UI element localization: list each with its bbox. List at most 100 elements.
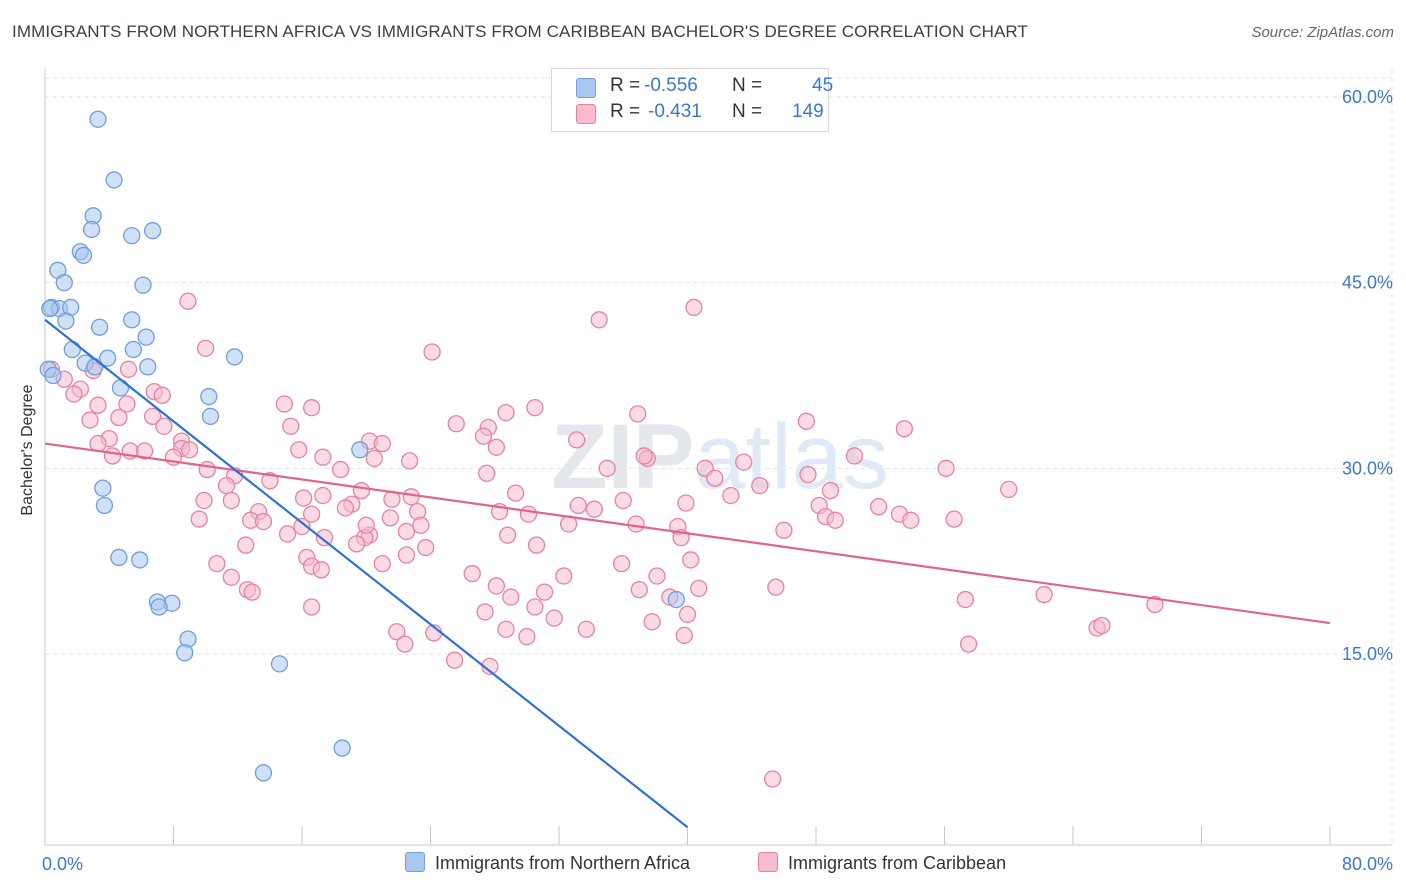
caribbean-point [678, 605, 697, 624]
northern-africa-point [98, 349, 117, 367]
caribbean-point [222, 568, 240, 586]
northern-africa-point [270, 655, 289, 673]
r-value: -0.556 [644, 75, 698, 96]
northern-africa-point [110, 548, 128, 567]
caribbean-point [198, 460, 216, 479]
y-tick-label: 60.0% [1342, 87, 1393, 107]
caribbean-point [821, 481, 840, 500]
northern-africa-point [41, 300, 59, 318]
caribbean-point [498, 526, 517, 544]
trend-lines [44, 318, 1331, 829]
caribbean-point [336, 499, 355, 517]
tick-labels: 15.0% 30.0% 45.0% 60.0% 0.0% 80.0% [42, 87, 1393, 874]
caribbean-point [555, 567, 573, 585]
caribbean-point [937, 459, 955, 477]
caribbean-point [577, 620, 595, 638]
legend-label: Immigrants from Caribbean [788, 853, 1007, 873]
n-value: 45 [812, 75, 834, 96]
blue-swatch [576, 78, 596, 98]
caribbean-point [945, 510, 963, 528]
northern-africa-point [137, 328, 155, 346]
caribbean-point [635, 447, 653, 465]
axes [44, 68, 1392, 846]
caribbean-point [396, 635, 414, 653]
northern-africa-point [254, 764, 273, 782]
caribbean-point [208, 554, 226, 573]
northern-africa-point [90, 318, 109, 336]
caribbean-point [535, 583, 554, 601]
caribbean-point [722, 486, 740, 505]
caribbean-point [682, 551, 700, 569]
caribbean-point [381, 509, 399, 527]
caribbean-point [278, 525, 297, 543]
caribbean-point [412, 516, 430, 534]
caribbean-point [869, 498, 888, 516]
northern-africa-point [57, 312, 75, 330]
caribbean-point [502, 588, 520, 606]
northern-africa-point [176, 644, 194, 662]
caribbean-point [1093, 616, 1111, 635]
caribbean-point [1035, 585, 1053, 604]
legend-label: Immigrants from Northern Africa [435, 853, 691, 873]
northern-africa-point [86, 358, 104, 376]
caribbean-point [153, 386, 171, 404]
caribbean-point [1146, 595, 1164, 614]
caribbean-point [118, 395, 136, 413]
caribbean-point [648, 567, 666, 585]
caribbean-point [302, 598, 321, 616]
northern-africa-point [55, 274, 73, 292]
caribbean-point [103, 447, 122, 465]
caribbean-point [196, 339, 215, 357]
r-value: -0.431 [648, 101, 702, 122]
northern-africa-point [351, 441, 369, 459]
caribbean-point [476, 603, 494, 621]
caribbean-point [569, 496, 587, 515]
caribbean-point [222, 491, 240, 510]
caribbean-point [630, 580, 648, 599]
caribbean-point [89, 396, 107, 414]
caribbean-point [1000, 480, 1018, 499]
caribbean-point [445, 651, 464, 669]
caribbean-point [799, 465, 817, 484]
caribbean-point [478, 464, 496, 482]
northern-africa-point [225, 348, 244, 366]
northern-africa-point [200, 387, 218, 406]
caribbean-point [293, 517, 311, 536]
northern-africa-point [82, 220, 101, 239]
caribbean-point [959, 635, 978, 653]
legend-item-caribbean: Immigrants from Caribbean [758, 852, 1006, 874]
caribbean-point [302, 505, 321, 523]
n-label: N = [732, 75, 763, 96]
caribbean-point [365, 449, 383, 468]
northern-africa-point [44, 366, 62, 385]
caribbean-point [590, 311, 608, 329]
caribbean-point [675, 626, 693, 645]
caribbean-point [545, 609, 563, 627]
northern-africa-point [123, 311, 141, 329]
caribbean-point [180, 441, 199, 459]
caribbean-point [417, 538, 435, 557]
chart-title: IMMIGRANTS FROM NORTHERN AFRICA VS IMMIG… [12, 22, 1028, 41]
caribbean-point [294, 489, 313, 507]
caribbean-point [397, 522, 416, 541]
caribbean-point [518, 628, 536, 646]
caribbean-point [400, 452, 419, 470]
caribbean-point [254, 512, 273, 531]
caribbean-point [282, 417, 300, 435]
caribbean-point [487, 438, 506, 456]
northern-africa-point [89, 110, 107, 128]
caribbean-point [195, 491, 213, 510]
caribbean-point [463, 564, 481, 583]
caribbean-point [143, 407, 162, 425]
caribbean-point [902, 511, 920, 529]
caribbean-point [135, 442, 154, 460]
caribbean-point [585, 500, 603, 518]
caribbean-point [956, 590, 975, 609]
caribbean-point [388, 623, 406, 641]
y-axis-label: Bachelor's Degree [19, 384, 36, 516]
pink-swatch [758, 852, 778, 872]
r-label: R = [610, 75, 641, 96]
caribbean-point [314, 486, 332, 505]
caribbean-point [527, 536, 546, 554]
